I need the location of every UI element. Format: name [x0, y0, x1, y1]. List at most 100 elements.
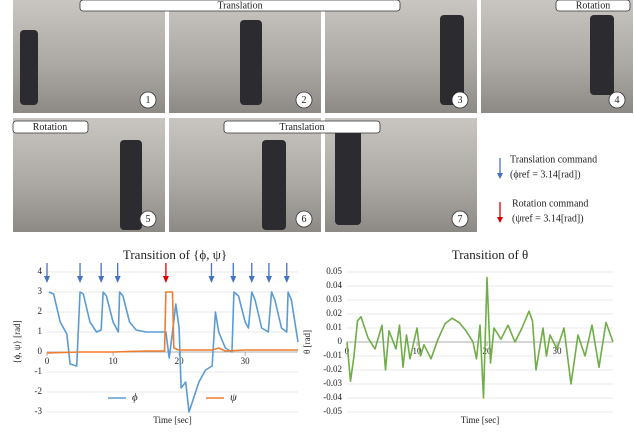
command-arrow: [208, 263, 215, 283]
y-tick-label: 0.03: [326, 294, 342, 304]
robot: [262, 140, 286, 230]
x-tick-label: 0: [45, 356, 50, 366]
banner: Rotation: [576, 0, 610, 11]
command-arrow: [265, 263, 272, 283]
command-arrow: [98, 263, 105, 283]
robot: [335, 130, 361, 225]
y-tick-label: 1: [38, 326, 43, 336]
x-axis-label: Time [sec]: [461, 415, 499, 425]
legend-text: Rotation command: [512, 198, 588, 209]
command-arrow-head: [283, 276, 290, 283]
y-tick-label: -0.05: [323, 406, 342, 416]
series-line: [46, 291, 298, 354]
number-badge: [608, 91, 626, 109]
banner-boxes: [12, 0, 631, 134]
banner: Translation: [217, 0, 262, 11]
command-arrow: [44, 263, 50, 283]
y-tick-label: 0: [38, 346, 43, 356]
y-tick-label: -3: [35, 406, 43, 416]
y-tick-label: -0.01: [323, 350, 342, 360]
photo-number: 5: [146, 214, 151, 225]
legend-label: ϕ: [132, 392, 138, 404]
x-tick-label: 20: [483, 346, 493, 356]
photo-number: 3: [458, 95, 463, 106]
x-tick-label: 20: [175, 356, 185, 366]
y-tick-label: -2: [35, 386, 43, 396]
number-badge: [295, 91, 313, 109]
legend-label: ψ: [230, 392, 237, 404]
legend-text: (ψref = 3.14[rad]): [512, 213, 584, 224]
robot: [240, 20, 262, 105]
series-line: [48, 291, 299, 413]
banner-box: [223, 120, 381, 134]
y-tick-label: -0.03: [323, 378, 342, 388]
robot: [440, 15, 464, 105]
number-badge: [451, 91, 469, 109]
number-badge: [139, 91, 157, 109]
y-tick-label: 3: [38, 286, 43, 296]
banner-box: [12, 120, 89, 134]
legend-text: (ϕref = 3.14[rad]): [510, 169, 581, 180]
photo-number: 1: [146, 95, 151, 106]
command-arrow-head: [162, 276, 169, 283]
x-tick-label: 30: [241, 356, 251, 366]
command-arrow: [77, 263, 84, 283]
command-arrow: [230, 263, 237, 283]
y-tick-label: 4: [38, 266, 43, 276]
photo-number: 2: [302, 95, 307, 106]
command-arrow-head: [114, 276, 121, 283]
y-tick-label: 0.05: [326, 266, 342, 276]
command-arrow: [162, 263, 169, 283]
banner-box: [79, 0, 401, 12]
x-axis-label: Time [sec]: [153, 415, 191, 425]
photo-number: 7: [458, 214, 463, 225]
y-axis-label: θ [rad]: [302, 330, 312, 354]
photo: [169, 118, 321, 232]
robot: [20, 30, 38, 105]
command-arrow-head: [98, 276, 105, 283]
command-arrow-head: [230, 276, 237, 283]
x-tick-label: 10: [109, 356, 119, 366]
robot: [590, 15, 614, 95]
x-tick-label: 10: [413, 346, 423, 356]
banner: Rotation: [33, 122, 67, 133]
y-tick-label: -1: [35, 366, 43, 376]
command-arrow-head: [265, 276, 272, 283]
y-tick-label: 0.04: [326, 280, 342, 290]
legend-arrowhead: [497, 217, 503, 223]
photo-number: 4: [615, 95, 620, 106]
y-axis-label: {ϕ, ψ} [rad]: [12, 320, 22, 363]
number-badge: [139, 210, 157, 228]
y-tick-label: -0.04: [323, 392, 342, 402]
chart-title: Transition of θ: [452, 247, 529, 262]
command-arrow: [283, 263, 290, 283]
legend-arrowhead: [497, 173, 503, 179]
chart-title: Transition of {ϕ, ψ}: [123, 247, 227, 262]
number-badge: [451, 210, 469, 228]
banner-box: [555, 0, 631, 12]
command-legend: Translation command (ϕref = 3.14[rad]) R…: [497, 154, 597, 224]
y-tick-label: 0.01: [326, 322, 342, 332]
command-arrow: [248, 263, 255, 283]
command-arrow: [114, 263, 121, 283]
photos: Translation Rotation Rotation Translatio…: [12, 0, 633, 232]
banner: Translation: [279, 122, 324, 133]
legend-text: Translation command: [510, 154, 597, 165]
photo: [13, 0, 165, 113]
y-tick-label: 0: [338, 336, 343, 346]
photo-number: 6: [302, 214, 307, 225]
y-tick-label: 0.02: [326, 308, 342, 318]
command-arrow-head: [248, 276, 255, 283]
y-tick-label: 2: [38, 306, 43, 316]
series-line: [346, 276, 614, 399]
y-tick-label: -0.02: [323, 364, 342, 374]
robots: [20, 15, 614, 230]
robot: [120, 140, 142, 230]
x-tick-label: 30: [553, 346, 563, 356]
number-badge: [295, 210, 313, 228]
command-arrow-head: [44, 276, 50, 283]
command-arrow-head: [77, 276, 84, 283]
command-arrow-head: [208, 276, 215, 283]
